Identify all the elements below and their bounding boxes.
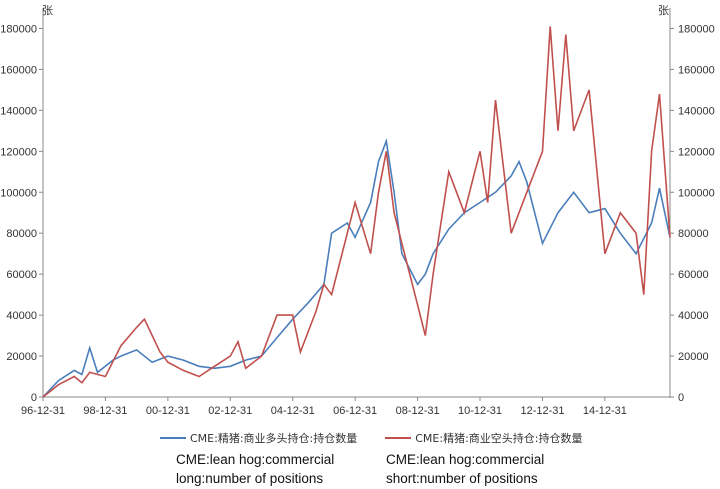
- y-tick-label-right: 100000: [678, 187, 715, 199]
- y-tick-label-right: 60000: [678, 269, 709, 281]
- y-tick-label-left: 0: [31, 392, 37, 404]
- x-axis-ticks: 96-12-31 98-12-31 00-12-31 02-12-31 04-12-31…: [21, 397, 627, 417]
- series-line-long: [42, 137, 671, 398]
- legend-item-short: CME:精猪:商业空头持仓:持仓数量: [385, 430, 583, 446]
- legend-label-short: CME:精猪:商业空头持仓:持仓数量: [415, 432, 583, 445]
- y-tick-label-right: 180000: [678, 23, 715, 35]
- y-tick-label-right: 120000: [678, 146, 715, 158]
- caption-short: CME:lean hog:commercial short:number of …: [386, 452, 545, 486]
- y-axis-ticks-right: 0 20000 40000 60000 80000 100000 120000 140000 1…: [670, 23, 715, 404]
- x-tick-label: 98-12-31: [83, 405, 127, 417]
- x-tick-label: 00-12-31: [146, 405, 190, 417]
- legend: CME:精猪:商业多头持仓:持仓数量 CME:精猪:商业空头持仓:持仓数量: [160, 430, 583, 446]
- x-tick-label: 06-12-31: [333, 405, 377, 417]
- y-tick-label-right: 140000: [678, 105, 715, 117]
- y-tick-label-left: 60000: [6, 269, 37, 281]
- y-tick-label-left: 100000: [0, 187, 37, 199]
- x-tick-label: 08-12-31: [396, 405, 440, 417]
- y-tick-label-right: 20000: [678, 351, 709, 363]
- caption-long: CME:lean hog:commercial long:number of p…: [176, 452, 335, 486]
- y-tick-label-right: 40000: [678, 310, 709, 322]
- x-tick-label: 10-12-31: [458, 405, 502, 417]
- series-line-short: [42, 26, 671, 398]
- y-tick-label-right: 0: [678, 392, 684, 404]
- y-tick-label-left: 120000: [0, 146, 37, 158]
- left-unit-label: 张: [42, 4, 53, 17]
- x-tick-label: 02-12-31: [208, 405, 252, 417]
- y-tick-label-left: 40000: [6, 310, 37, 322]
- x-tick-label: 14-12-31: [583, 405, 627, 417]
- legend-label-long: CME:精猪:商业多头持仓:持仓数量: [190, 432, 358, 445]
- y-tick-label-left: 80000: [6, 228, 37, 240]
- legend-swatch-short: [385, 437, 412, 439]
- x-tick-label: 04-12-31: [271, 405, 315, 417]
- y-tick-label-left: 140000: [0, 105, 37, 117]
- y-axis-ticks-left: 0 20000 40000 60000 80000 100000 120000 140000 1…: [0, 23, 43, 404]
- right-unit-label: 张: [658, 4, 669, 17]
- y-tick-label-right: 80000: [678, 228, 709, 240]
- legend-item-long: CME:精猪:商业多头持仓:持仓数量: [160, 430, 357, 446]
- y-tick-label-right: 160000: [678, 64, 715, 76]
- y-tick-label-left: 20000: [6, 351, 37, 363]
- y-tick-label-left: 160000: [0, 64, 37, 76]
- legend-swatch-long: [160, 437, 186, 439]
- x-tick-label: 96-12-31: [21, 405, 65, 417]
- series-lines: [42, 26, 671, 398]
- y-tick-label-left: 180000: [0, 23, 37, 35]
- x-tick-label: 12-12-31: [520, 405, 564, 417]
